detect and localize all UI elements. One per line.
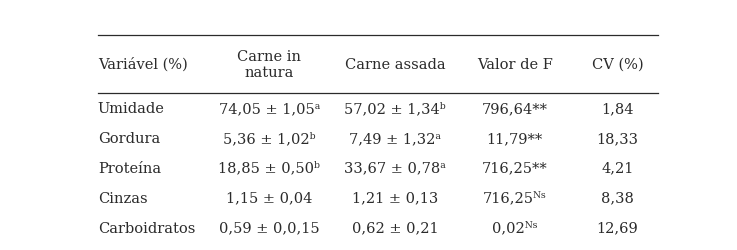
Text: 5,36 ± 1,02ᵇ: 5,36 ± 1,02ᵇ (223, 131, 315, 145)
Text: 57,02 ± 1,34ᵇ: 57,02 ± 1,34ᵇ (344, 102, 446, 116)
Text: Umidade: Umidade (98, 102, 164, 116)
Text: Cinzas: Cinzas (98, 191, 147, 205)
Text: CV (%): CV (%) (592, 58, 643, 71)
Text: 0,59 ± 0,0,15: 0,59 ± 0,0,15 (219, 221, 320, 235)
Text: 18,85 ± 0,50ᵇ: 18,85 ± 0,50ᵇ (218, 161, 320, 175)
Text: 11,79**: 11,79** (486, 131, 543, 145)
Text: Valor de F: Valor de F (477, 58, 553, 71)
Text: 0,02ᴺˢ: 0,02ᴺˢ (492, 221, 537, 235)
Text: 796,64**: 796,64** (482, 102, 548, 116)
Text: 1,84: 1,84 (601, 102, 634, 116)
Text: 1,15 ± 0,04: 1,15 ± 0,04 (226, 191, 312, 205)
Text: 12,69: 12,69 (597, 221, 638, 235)
Text: Carne in
natura: Carne in natura (237, 50, 301, 80)
Text: Gordura: Gordura (98, 131, 160, 145)
Text: Carboidratos: Carboidratos (98, 221, 195, 235)
Text: 0,62 ± 0,21: 0,62 ± 0,21 (352, 221, 439, 235)
Text: Variável (%): Variável (%) (98, 58, 188, 72)
Text: 7,49 ± 1,32ᵃ: 7,49 ± 1,32ᵃ (349, 131, 441, 145)
Text: 1,21 ± 0,13: 1,21 ± 0,13 (352, 191, 438, 205)
Text: 18,33: 18,33 (597, 131, 638, 145)
Text: 33,67 ± 0,78ᵃ: 33,67 ± 0,78ᵃ (344, 161, 446, 175)
Text: 4,21: 4,21 (601, 161, 634, 175)
Text: 74,05 ± 1,05ᵃ: 74,05 ± 1,05ᵃ (218, 102, 320, 116)
Text: Carne assada: Carne assada (344, 58, 445, 71)
Text: 8,38: 8,38 (601, 191, 634, 205)
Text: 716,25ᴺˢ: 716,25ᴺˢ (483, 191, 547, 205)
Text: Proteína: Proteína (98, 161, 161, 175)
Text: 716,25**: 716,25** (482, 161, 548, 175)
